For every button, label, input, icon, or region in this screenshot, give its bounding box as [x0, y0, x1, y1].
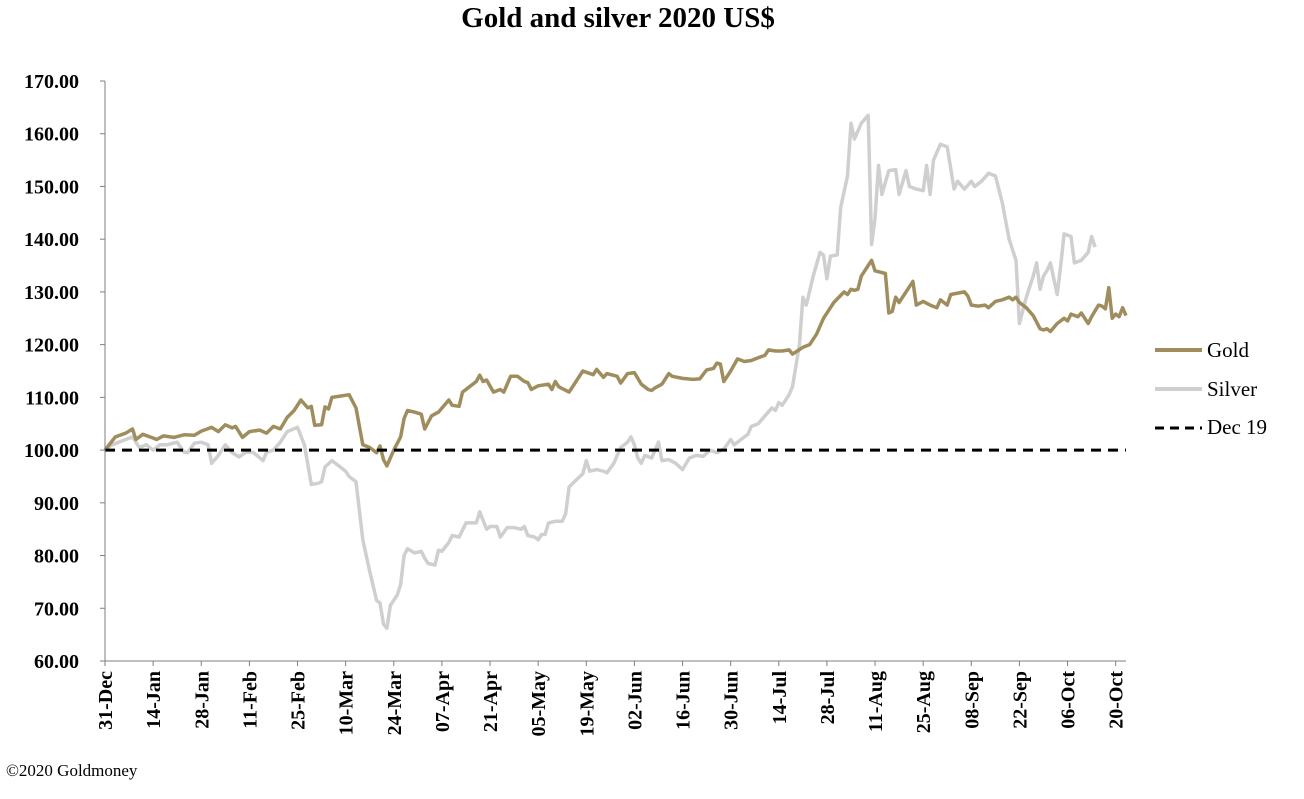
x-tick-label: 11-Feb — [239, 671, 261, 729]
x-tick-label: 11-Aug — [865, 671, 887, 732]
x-tick-label: 22-Sep — [1009, 671, 1031, 729]
x-tick-label: 14-Jul — [769, 671, 791, 725]
series-line-silver — [103, 113, 1097, 631]
x-tick-label: 24-Mar — [384, 671, 406, 736]
x-tick-label: 28-Jul — [817, 671, 839, 725]
legend-item-gold: Gold — [1155, 338, 1250, 362]
y-axis-ticks: 60.00 70.00 80.00 90.00 100.00 110.00 120.00 13… — [24, 71, 105, 673]
plot-area: 60.00 70.00 80.00 90.00 100.00 110.00 120.00 13… — [24, 71, 1128, 737]
x-tick-label: 08-Sep — [961, 671, 983, 729]
x-tick-label: 28-Jan — [191, 671, 213, 729]
x-tick-label: 07-Apr — [432, 671, 454, 732]
x-tick-label: 14-Jan — [143, 671, 165, 729]
x-tick-label: 06-Oct — [1058, 671, 1080, 729]
legend-label-gold: Gold — [1207, 338, 1250, 362]
x-tick-label: 25-Feb — [288, 671, 310, 730]
y-tick-label: 120.00 — [24, 335, 79, 357]
y-tick-label: 110.00 — [25, 387, 79, 409]
x-tick-label: 21-Apr — [480, 671, 502, 732]
series-layer — [103, 113, 1128, 631]
series-line-gold — [103, 258, 1128, 468]
y-tick-label: 80.00 — [34, 546, 79, 568]
x-tick-label: 16-Jun — [673, 671, 695, 730]
chart-title: Gold and silver 2020 US$ — [461, 2, 775, 34]
legend-item-silver: Silver — [1155, 377, 1257, 401]
x-tick-label: 31-Dec — [95, 671, 117, 730]
x-tick-label: 05-May — [528, 671, 550, 737]
y-tick-label: 150.00 — [24, 176, 79, 198]
x-tick-label: 02-Jun — [624, 671, 646, 730]
y-tick-label: 160.00 — [24, 124, 79, 146]
y-tick-label: 170.00 — [24, 71, 79, 93]
x-tick-label: 10-Mar — [336, 671, 358, 736]
copyright-text: ©2020 Goldmoney — [6, 761, 138, 780]
x-tick-label: 19-May — [576, 671, 598, 737]
legend-label-dec19: Dec 19 — [1207, 415, 1267, 439]
y-tick-label: 70.00 — [34, 598, 79, 620]
legend: Gold Silver Dec 19 — [1155, 338, 1267, 439]
y-tick-label: 90.00 — [34, 493, 79, 515]
y-tick-label: 130.00 — [24, 282, 79, 304]
y-tick-label: 60.00 — [34, 651, 79, 673]
x-tick-label: 25-Aug — [913, 671, 935, 733]
legend-label-silver: Silver — [1207, 377, 1257, 401]
x-tick-label: 30-Jun — [721, 671, 743, 730]
legend-item-dec19: Dec 19 — [1155, 415, 1267, 439]
x-tick-label: 20-Oct — [1106, 671, 1128, 729]
x-axis-ticks: 31-Dec 14-Jan 28-Jan 11-Feb 25-Feb 10-Mar 24-M… — [95, 661, 1128, 737]
y-tick-label: 100.00 — [24, 440, 79, 462]
y-tick-label: 140.00 — [24, 229, 79, 251]
